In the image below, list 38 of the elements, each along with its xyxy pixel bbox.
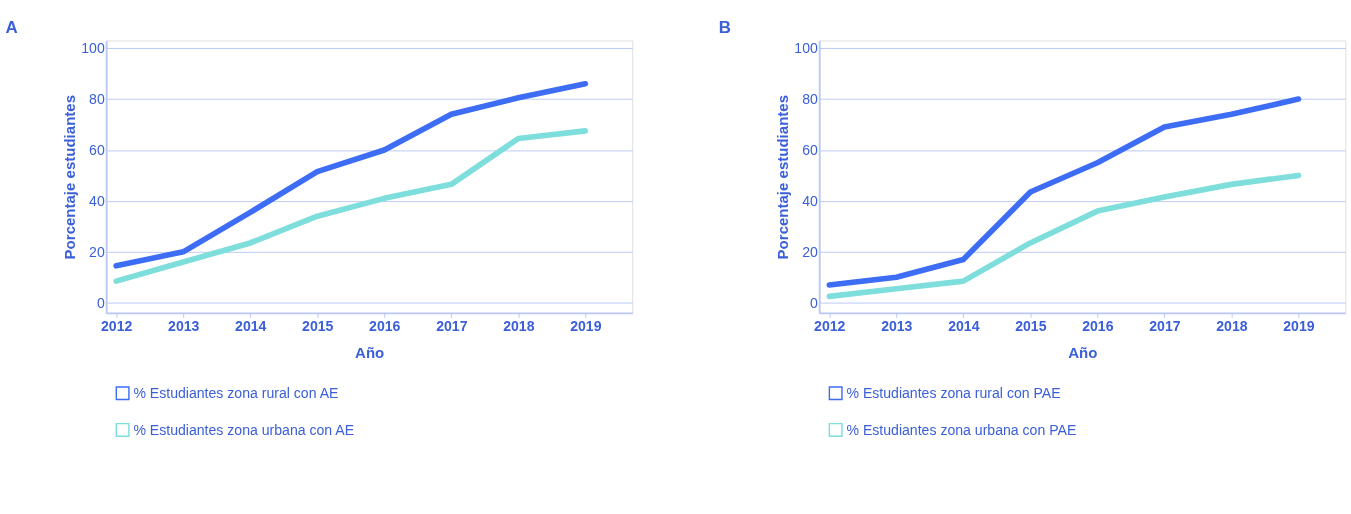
x-tick-label: 2018 <box>1216 318 1248 335</box>
y-tick-label: 100 <box>81 40 105 57</box>
legend-label: % Estudiantes zona rural con AE <box>133 384 339 401</box>
legend-label: % Estudiantes zona urbana con AE <box>133 421 355 438</box>
y-tick-label: 100 <box>794 40 818 57</box>
y-tick-label: 60 <box>802 142 818 159</box>
y-axis-title: Porcentaje estudiantes <box>773 94 791 260</box>
x-tick-label: 2015 <box>302 318 334 335</box>
x-tick-label: 2013 <box>881 318 913 335</box>
chart-title: A <box>5 17 18 37</box>
x-tick-label: 2012 <box>101 318 133 335</box>
x-axis-title: Año <box>1068 343 1098 361</box>
y-tick-label: 20 <box>89 244 105 260</box>
y-tick-label: 60 <box>89 142 105 159</box>
legend-label: % Estudiantes zona rural con PAE <box>846 384 1061 401</box>
legend-label: % Estudiantes zona urbana con PAE <box>846 421 1077 438</box>
y-tick-label: 80 <box>802 91 818 108</box>
x-tick-label: 2018 <box>503 318 535 335</box>
y-tick-label: 0 <box>809 294 818 311</box>
x-tick-label: 2019 <box>570 318 602 335</box>
x-tick-label: 2012 <box>814 318 846 335</box>
x-tick-label: 2016 <box>369 318 401 335</box>
x-tick-label: 2015 <box>1015 318 1047 335</box>
x-tick-label: 2014 <box>235 318 267 335</box>
x-axis-title: Año <box>355 343 385 361</box>
x-tick-label: 2014 <box>948 318 980 335</box>
x-tick-label: 2013 <box>168 318 200 335</box>
y-tick-label: 40 <box>89 193 105 210</box>
x-tick-label: 2019 <box>1283 318 1315 335</box>
chart-title: B <box>718 17 731 37</box>
x-tick-label: 2017 <box>436 318 468 335</box>
y-tick-label: 20 <box>802 244 818 260</box>
y-tick-label: 0 <box>96 294 105 311</box>
y-tick-label: 40 <box>802 193 818 210</box>
x-tick-label: 2016 <box>1082 318 1114 335</box>
x-tick-label: 2017 <box>1149 318 1181 335</box>
y-axis-title: Porcentaje estudiantes <box>60 94 78 260</box>
y-tick-label: 80 <box>89 91 105 108</box>
